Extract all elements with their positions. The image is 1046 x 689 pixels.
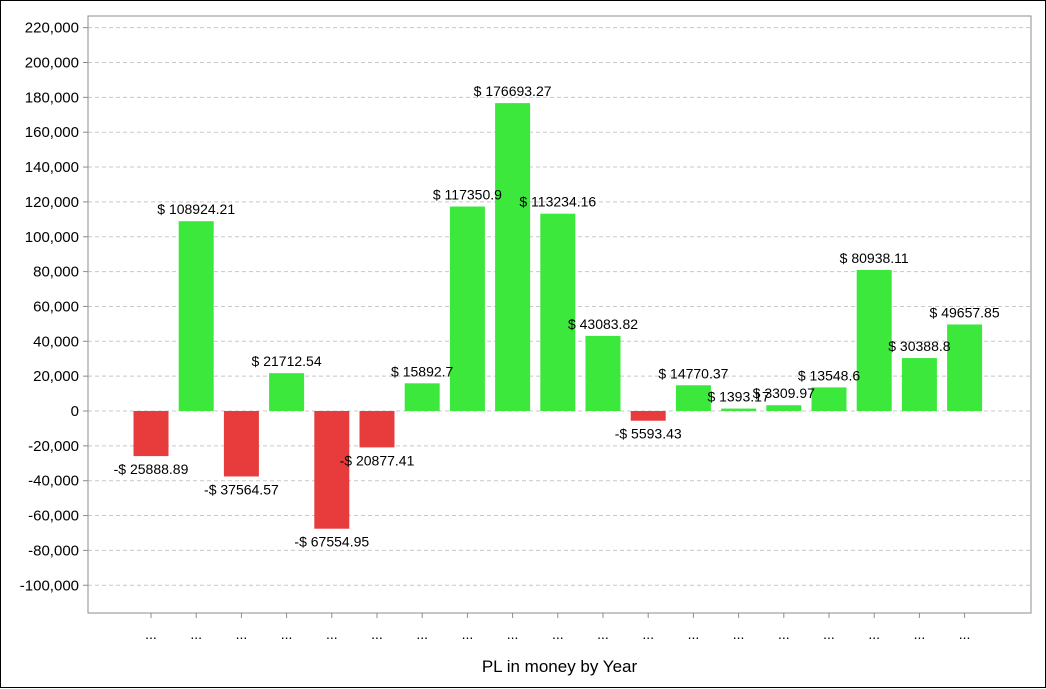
bar-value-label: $ 113234.16 <box>519 194 596 210</box>
bar <box>585 335 621 411</box>
bar-value-label: $ 80938.11 <box>840 250 909 266</box>
bar <box>766 405 802 411</box>
bar-value-label: $ 15892.7 <box>391 363 453 379</box>
bar <box>675 385 711 411</box>
bar-value-label: -$ 20877.41 <box>340 452 415 468</box>
bar <box>947 324 983 411</box>
bar-value-label: $ 14770.37 <box>658 365 728 381</box>
x-axis-ticks: ........................................… <box>145 613 970 642</box>
x-tick-label: ... <box>145 626 157 642</box>
bar-value-label: $ 30388.8 <box>888 338 950 354</box>
y-tick-label: 0 <box>71 403 79 420</box>
bar <box>449 206 485 411</box>
bar <box>721 408 757 411</box>
x-tick-label: ... <box>326 626 338 642</box>
y-tick-label: 160,000 <box>25 124 79 141</box>
bar <box>133 411 169 457</box>
x-tick-label: ... <box>642 626 654 642</box>
bar <box>856 269 892 411</box>
x-tick-label: ... <box>371 626 383 642</box>
bar-value-label: -$ 5593.43 <box>615 426 682 442</box>
bars <box>133 103 983 529</box>
bar-value-label: $ 21712.54 <box>252 353 322 369</box>
bar <box>630 411 666 421</box>
bar <box>495 103 531 412</box>
y-tick-label: 40,000 <box>33 333 79 350</box>
bar-value-label: $ 117350.9 <box>433 187 502 203</box>
y-axis-ticks: 220,000 200,000 180,000 160,000 140,000 120,0… <box>20 20 88 594</box>
x-tick-label: ... <box>597 626 609 642</box>
bar <box>404 383 440 411</box>
bar-value-label: $ 1393.17 <box>707 389 769 405</box>
y-tick-label: 120,000 <box>25 194 79 211</box>
y-tick-label: 20,000 <box>33 368 79 385</box>
bar-value-label: -$ 37564.57 <box>204 481 279 497</box>
x-tick-label: ... <box>236 626 248 642</box>
y-tick-label: -80,000 <box>28 542 79 559</box>
x-tick-label: ... <box>823 626 835 642</box>
bar-value-label: $ 13548.6 <box>798 367 860 383</box>
x-tick-label: ... <box>281 626 293 642</box>
bar-value-label: $ 176693.27 <box>474 83 552 99</box>
y-tick-label: 200,000 <box>25 55 79 72</box>
x-tick-label: ... <box>462 626 474 642</box>
x-tick-label: ... <box>688 626 700 642</box>
y-tick-label: -100,000 <box>20 577 79 594</box>
bar-value-label: $ 49657.85 <box>930 304 1000 320</box>
y-tick-label: 180,000 <box>25 89 79 106</box>
x-tick-label: ... <box>868 626 880 642</box>
y-tick-label: 80,000 <box>33 264 79 281</box>
bar-value-label: $ 3309.97 <box>753 385 815 401</box>
bar <box>223 411 259 477</box>
x-axis-title: PL in money by Year <box>482 657 638 676</box>
bar <box>359 411 395 448</box>
x-tick-label: ... <box>778 626 790 642</box>
y-tick-label: 60,000 <box>33 298 79 315</box>
bar <box>901 358 937 411</box>
bar <box>178 221 214 411</box>
x-tick-label: ... <box>914 626 926 642</box>
plot-area-border <box>87 15 1032 614</box>
bar <box>314 411 350 529</box>
y-tick-label: -20,000 <box>28 438 79 455</box>
bar-value-label: -$ 67554.95 <box>294 534 369 550</box>
y-tick-label: -60,000 <box>28 508 79 525</box>
x-tick-label: ... <box>507 626 519 642</box>
x-tick-label: ... <box>190 626 202 642</box>
x-tick-label: ... <box>733 626 745 642</box>
y-tick-label: 140,000 <box>25 159 79 176</box>
bar-value-label: $ 43083.82 <box>568 316 638 332</box>
y-tick-label: 100,000 <box>25 229 79 246</box>
bar <box>269 373 305 411</box>
y-tick-label: -40,000 <box>28 473 79 490</box>
bar <box>811 387 847 411</box>
x-tick-label: ... <box>552 626 564 642</box>
bar-value-label: $ 108924.21 <box>157 201 235 217</box>
bar-value-label: -$ 25888.89 <box>114 461 189 477</box>
bar <box>540 213 576 411</box>
x-tick-label: ... <box>959 626 971 642</box>
bar-value-labels: -$ 25888.89 $ 108924.21 -$ 37564.57 $ 21712… <box>114 83 1000 550</box>
y-tick-label: 220,000 <box>25 20 79 37</box>
x-tick-label: ... <box>416 626 428 642</box>
